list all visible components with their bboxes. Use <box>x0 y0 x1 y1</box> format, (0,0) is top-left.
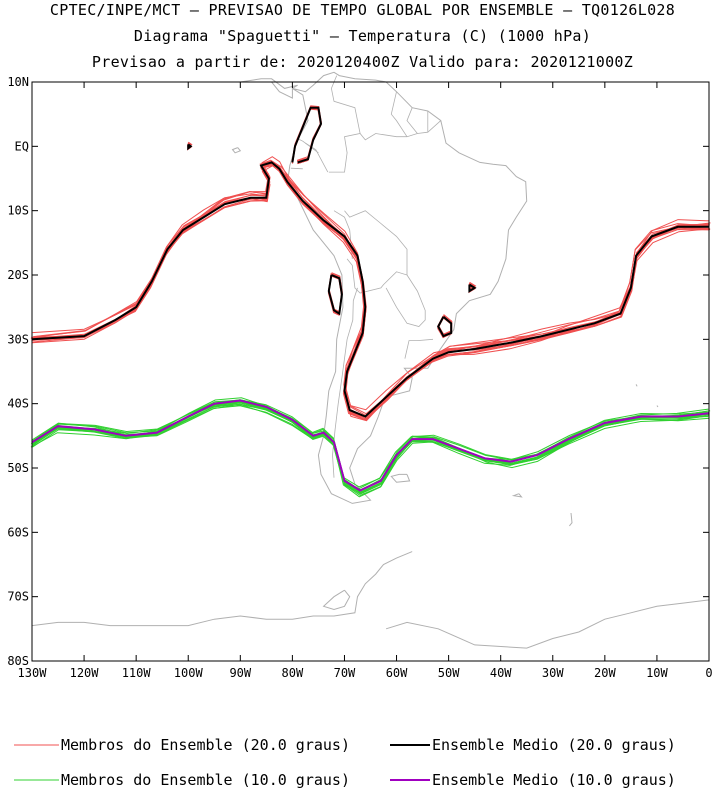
y-tick-label: 10N <box>7 75 29 89</box>
y-tick-label: 20S <box>7 268 29 282</box>
border-segment <box>385 274 426 327</box>
ensemble-member-line <box>32 403 709 495</box>
border-segment <box>290 167 303 170</box>
border-segment <box>305 142 329 173</box>
y-tick-label: 70S <box>7 590 29 604</box>
border-segment <box>328 120 442 173</box>
coastline-segment <box>390 473 411 483</box>
legend-item: Ensemble Medio (20.0 graus) <box>390 736 676 754</box>
coastline-segment <box>635 384 638 387</box>
y-tick-label: 10S <box>7 204 29 218</box>
ensemble-mean-line <box>187 143 193 151</box>
x-tick-label: 110W <box>122 666 152 680</box>
ensemble-mean-line <box>31 399 710 492</box>
ensemble-member-line <box>30 161 711 421</box>
chart-title-line-3: Previsao a partir de: 2020120400Z Valido… <box>91 53 634 71</box>
coastline-layer <box>31 71 710 649</box>
ensemble-member-line <box>32 164 710 421</box>
x-tick-label: 40W <box>490 666 512 680</box>
ensemble-members-layer <box>30 105 711 498</box>
ensemble-member-line <box>32 403 710 495</box>
x-tick-label: 30W <box>542 666 564 680</box>
border-segment <box>297 138 319 154</box>
border-segment <box>390 91 408 137</box>
ensemble-mean-line <box>468 283 477 293</box>
ensemble-member-line <box>32 156 709 411</box>
ensemble-member-line <box>32 162 710 417</box>
ensemble-mean-line <box>327 274 343 316</box>
legend-label: Membros do Ensemble (10.0 graus) <box>61 771 350 789</box>
x-tick-label: 50W <box>438 666 460 680</box>
x-tick-label: 70W <box>334 666 356 680</box>
legend-label: Ensemble Medio (20.0 graus) <box>432 736 676 754</box>
legend-item: Membros do Ensemble (20.0 graus) <box>14 736 350 754</box>
ensemble-member-line <box>32 161 710 416</box>
ensemble-member-line <box>32 165 711 422</box>
coastline-segment <box>31 551 413 627</box>
legend-item: Membros do Ensemble (10.0 graus) <box>14 771 350 789</box>
ensemble-mean-line <box>437 316 453 338</box>
coastline-segment <box>385 599 710 649</box>
x-tick-label: 80W <box>282 666 304 680</box>
x-tick-label: 10W <box>646 666 668 680</box>
ensemble-member-line <box>31 159 710 415</box>
ensemble-member-line <box>32 162 710 418</box>
legend: Membros do Ensemble (20.0 graus) Ensemble… <box>14 736 676 789</box>
ensemble-member-line <box>33 164 711 420</box>
x-tick-label: 130W <box>18 666 48 680</box>
y-tick-label: 40S <box>7 397 29 411</box>
ensemble-mean-layer <box>31 106 710 492</box>
coastline-segment <box>569 512 573 527</box>
border-segment <box>404 338 434 359</box>
ensemble-member-line <box>31 160 710 417</box>
x-tick-label: 0 <box>705 666 712 680</box>
ensemble-mean-line <box>31 161 709 418</box>
y-tick-label: EQ <box>15 139 29 153</box>
coastline-segment <box>322 589 351 611</box>
x-tick-label: 90W <box>229 666 251 680</box>
border-segment <box>330 75 361 134</box>
legend-label: Ensemble Medio (10.0 graus) <box>432 771 676 789</box>
x-tick-label: 100W <box>174 666 204 680</box>
x-tick-label: 120W <box>70 666 100 680</box>
border-segment <box>406 107 418 134</box>
coastline-segment <box>656 405 659 408</box>
x-tick-label: 20W <box>594 666 616 680</box>
y-tick-label: 50S <box>7 461 29 475</box>
legend-label: Membros do Ensemble (20.0 graus) <box>61 736 350 754</box>
plot-frame <box>31 81 710 662</box>
ensemble-member-line <box>31 163 709 421</box>
y-tick-label: 30S <box>7 332 29 346</box>
x-tick-label: 60W <box>386 666 408 680</box>
coastline-segment <box>231 147 242 154</box>
y-tick-label: 80S <box>7 654 29 668</box>
border-segment <box>344 210 408 294</box>
legend-item: Ensemble Medio (10.0 graus) <box>390 771 676 789</box>
y-tick-label: 60S <box>7 525 29 539</box>
chart-title-line-1: CPTEC/INPE/MCT — PREVISAO DE TEMPO GLOBA… <box>49 1 676 19</box>
axes-layer: 130W 120W 110W 100W 90W 80W 70W 60W 50W 40W 30W 20W… <box>7 75 712 680</box>
ensemble-mean-line <box>291 106 323 164</box>
coastline-segment <box>511 493 523 498</box>
chart-title-line-2: Diagrama "Spaguetti" — Temperatura (C) (… <box>133 27 592 45</box>
